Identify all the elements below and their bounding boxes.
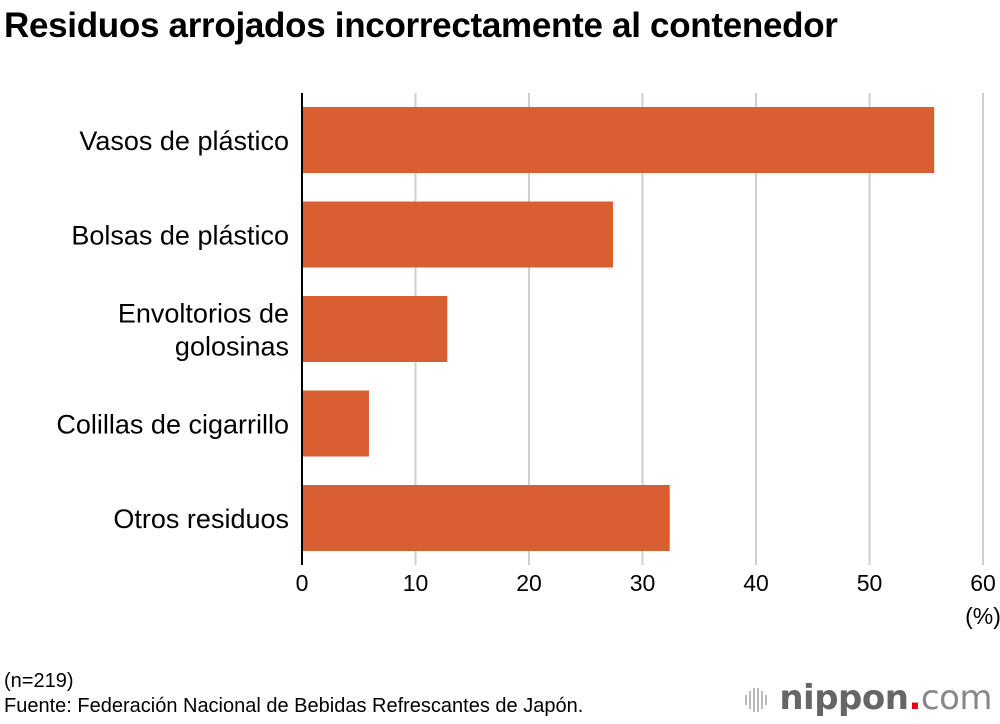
logo-suffix: com [920, 678, 993, 718]
logo-main: nippon [779, 678, 909, 718]
nippon-logo: nippon.com [745, 678, 993, 718]
x-tick-label: 60 [970, 570, 996, 596]
sample-size-note: (n=219) [4, 670, 74, 692]
category-label: Otros residuos [113, 504, 289, 534]
category-label: Colillas de cigarrillo [56, 410, 289, 440]
source-note: Fuente: Federación Nacional de Bebidas R… [4, 695, 584, 717]
chart-title: Residuos arrojados incorrectamente al co… [4, 6, 838, 45]
x-unit-label: (%) [965, 603, 1000, 629]
category-label: Vasos de plástico [79, 126, 289, 156]
category-label: Envoltorios de golosinas [118, 299, 289, 362]
x-tick-label: 10 [403, 570, 429, 596]
bar [302, 107, 935, 173]
x-tick-label: 40 [743, 570, 769, 596]
bar [302, 201, 613, 268]
x-tick-label: 0 [296, 570, 309, 596]
logo-dot: . [908, 678, 921, 718]
x-tick-label: 30 [630, 570, 656, 596]
x-tick-label: 50 [857, 570, 883, 596]
category-label: Bolsas de plástico [71, 221, 289, 251]
bar [302, 296, 448, 362]
sound-bars-icon [745, 687, 768, 712]
bar [302, 485, 670, 551]
bar [302, 390, 369, 457]
x-tick-label: 20 [516, 570, 542, 596]
